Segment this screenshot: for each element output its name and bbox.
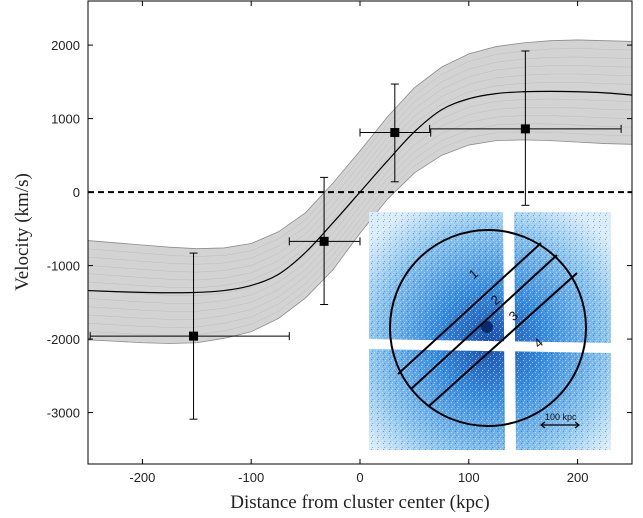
data-point-1 — [89, 252, 290, 420]
y-tick-label: 0 — [73, 185, 80, 200]
x-tick-label: -200 — [129, 470, 155, 485]
x-tick-label: 200 — [567, 470, 589, 485]
x-tick-label: 0 — [356, 470, 363, 485]
y-axis-title: Velocity (km/s) — [12, 173, 33, 291]
band-realisation-line — [88, 131, 632, 336]
band-realisation-line — [88, 123, 632, 328]
square-marker — [319, 236, 329, 246]
data-point-3 — [359, 83, 432, 183]
inset-cluster-core — [481, 321, 493, 333]
y-tick-label: -1000 — [47, 259, 80, 274]
data-point-4 — [429, 50, 622, 206]
inset-strip-line-3 — [428, 272, 578, 407]
inset-chip-gap-horizontal — [369, 339, 611, 353]
inset-chip-gap-vertical — [503, 212, 516, 450]
cluster-xray-inset: 1 2 3 4 100 kpc — [369, 212, 611, 450]
x-tick-label: -100 — [238, 470, 264, 485]
measured-points-layer — [89, 50, 622, 420]
inset-strip-line-2 — [410, 254, 558, 390]
band-realisation-line — [88, 107, 632, 312]
band-realisation-line — [88, 98, 632, 304]
y-tick-label: 2000 — [51, 38, 80, 53]
y-tick-label: -2000 — [47, 332, 80, 347]
band-realisation-line — [88, 115, 632, 320]
band-realisation-line — [88, 56, 632, 265]
inset-scale-bar — [540, 421, 580, 429]
data-point-2 — [288, 176, 361, 306]
band-realisation-line — [88, 82, 632, 289]
band-realisation-line — [88, 65, 632, 273]
band-realisation-line — [88, 48, 632, 257]
x-tick-label: 100 — [458, 470, 480, 485]
square-marker — [189, 331, 199, 341]
y-tick-label: -3000 — [47, 406, 80, 421]
inset-strip-line-1 — [397, 242, 542, 375]
y-tick-label: 1000 — [51, 112, 80, 127]
inset-scale-bar-label: 100 kpc — [545, 412, 577, 422]
inset-aperture-circle — [389, 229, 587, 427]
band-realisation-line — [88, 73, 632, 281]
square-marker — [390, 128, 400, 138]
square-marker — [520, 124, 530, 134]
x-axis-title: Distance from cluster center (kpc) — [230, 492, 490, 513]
